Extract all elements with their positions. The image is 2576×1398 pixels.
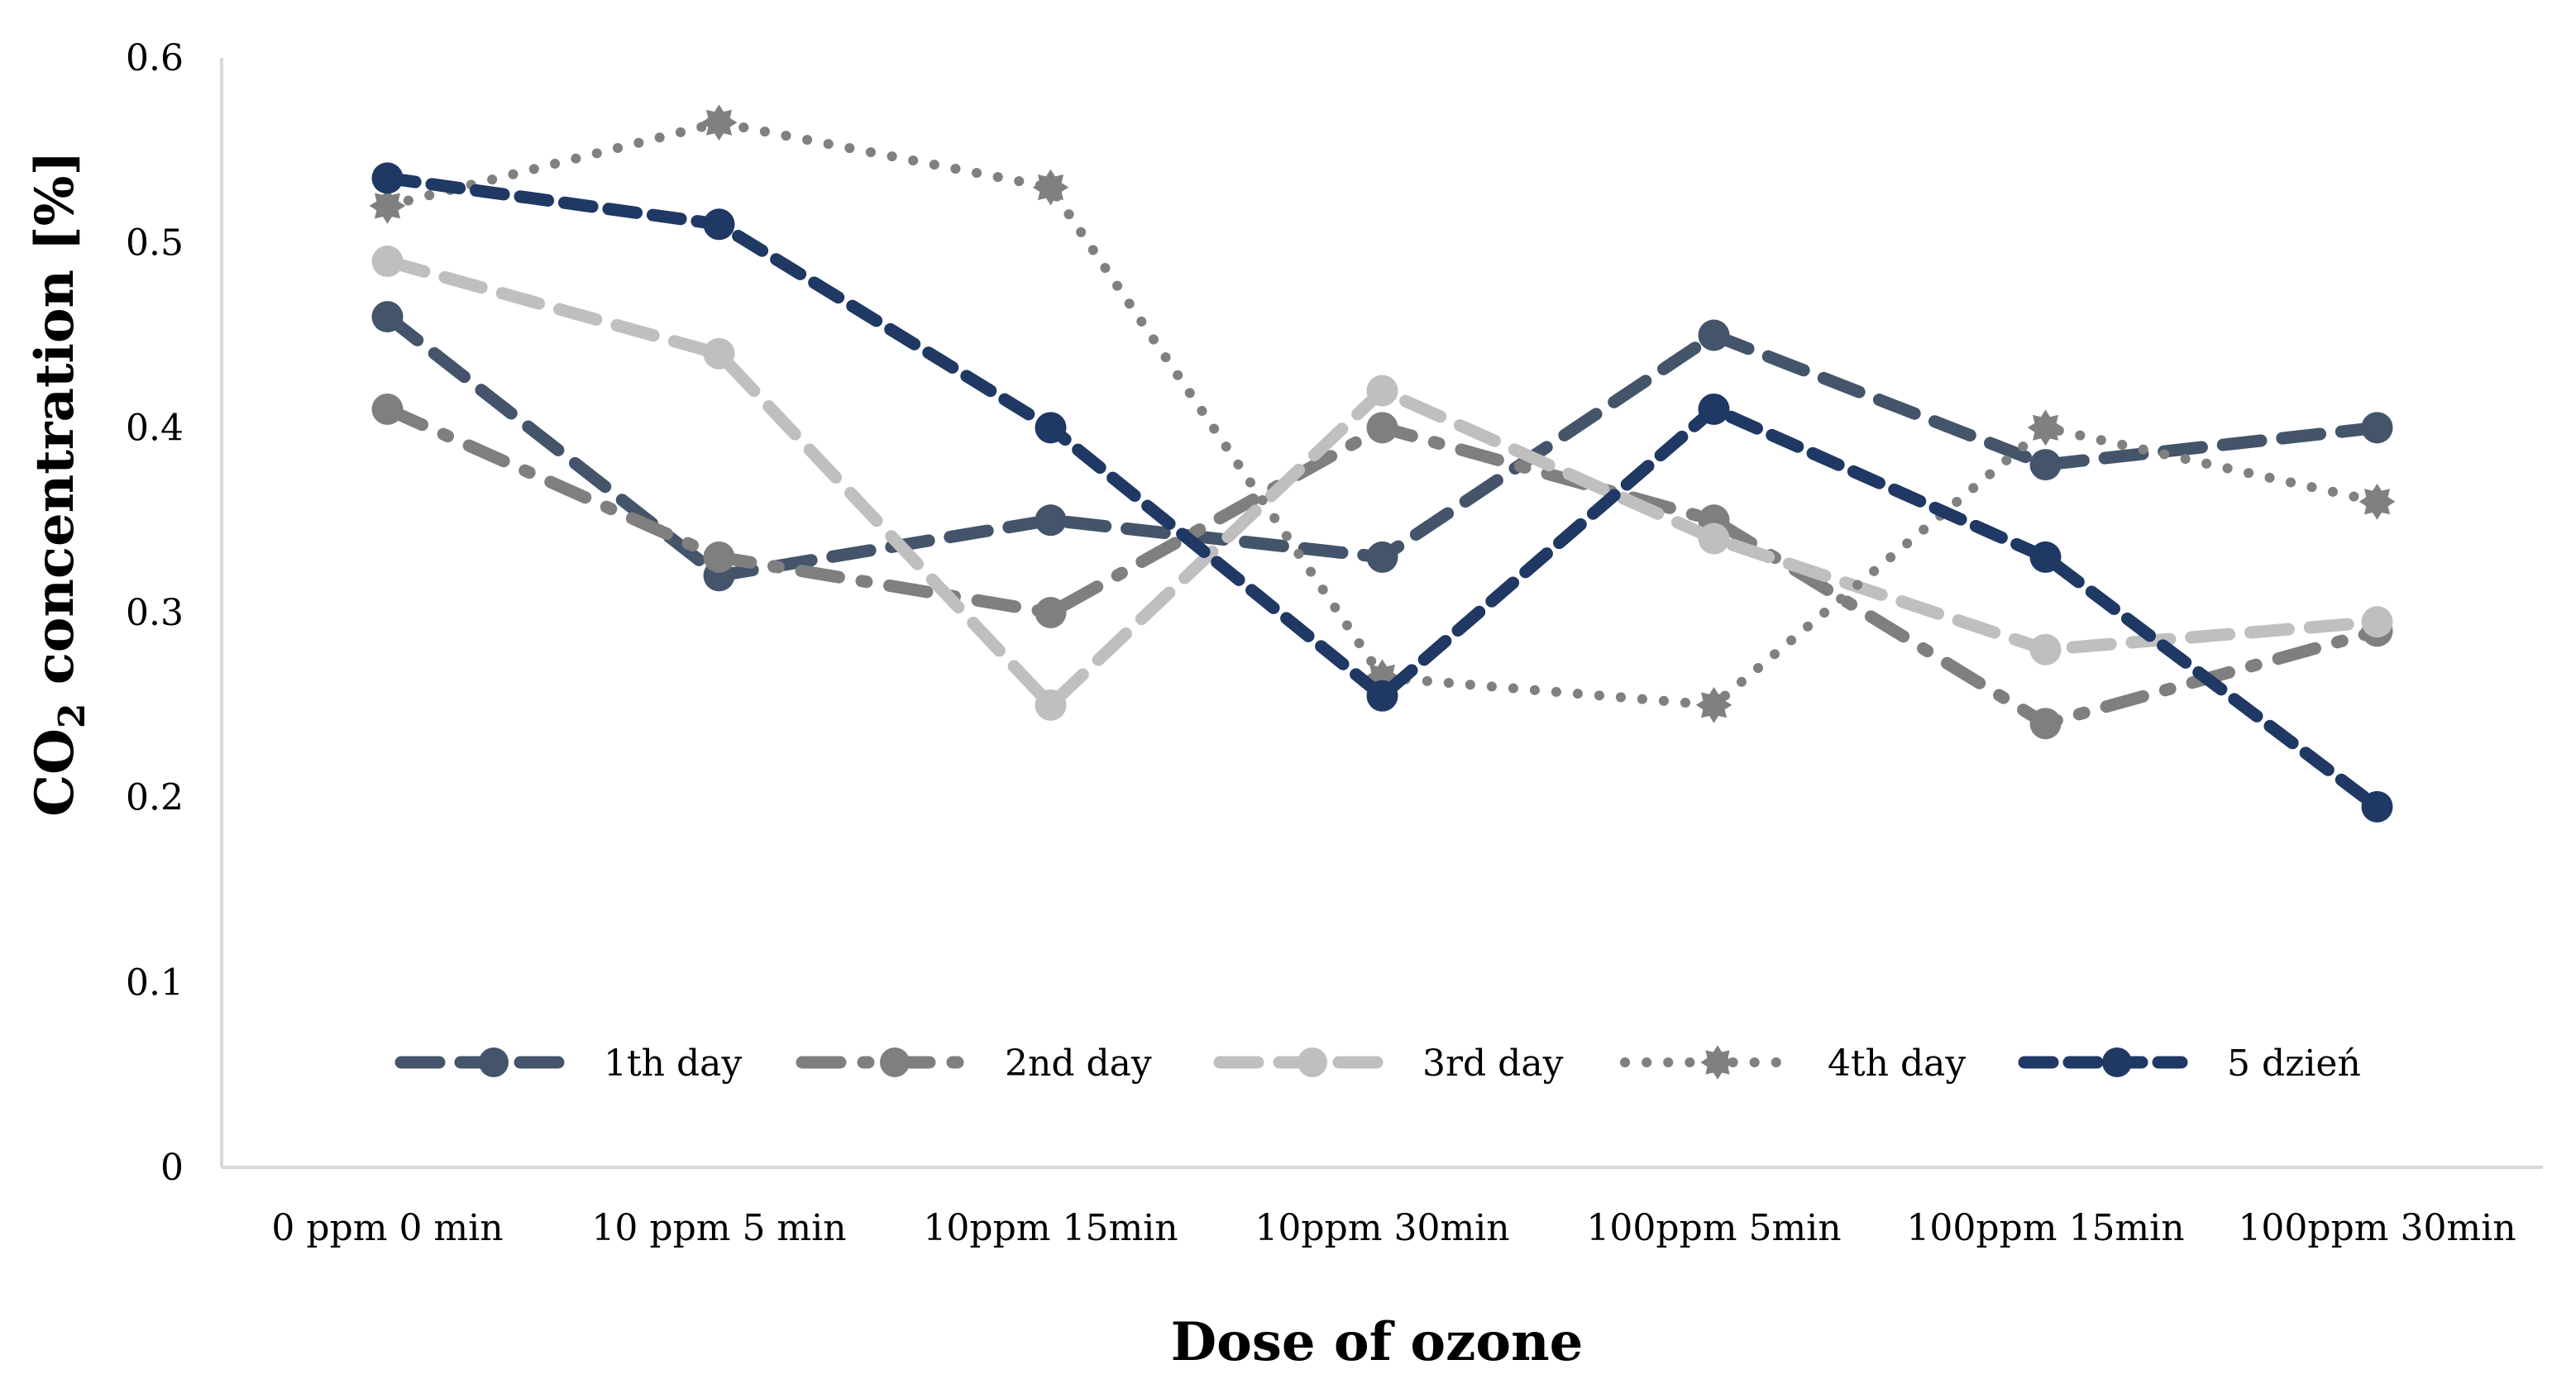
x-tick-label: 10 ppm 5 min xyxy=(591,1207,846,1249)
x-tick-label: 0 ppm 0 min xyxy=(271,1207,503,1249)
data-point xyxy=(703,208,735,241)
data-point xyxy=(2029,708,2062,740)
x-tick-label: 100ppm 30min xyxy=(2238,1207,2516,1249)
data-point xyxy=(369,188,406,224)
legend-swatch-marker xyxy=(880,1047,910,1077)
legend: 1th day 2nd day 3rd day 4th day 5 dzień xyxy=(394,1043,2361,1085)
y-tick-label: 0.3 xyxy=(126,592,184,634)
data-point xyxy=(371,301,404,333)
data-point xyxy=(2361,412,2393,444)
data-point xyxy=(1035,689,1067,721)
y-axis-title: CO2 concentration [%] xyxy=(24,150,93,817)
x-tick-label: 10ppm 30min xyxy=(1255,1207,1509,1249)
data-point xyxy=(2029,449,2062,481)
x-tick-label: 100ppm 15min xyxy=(1906,1207,2184,1249)
data-point xyxy=(1698,522,1730,555)
x-tick-label: 100ppm 5min xyxy=(1586,1207,1841,1249)
y-tick-label: 0.1 xyxy=(126,961,184,1004)
y-tick-label: 0.6 xyxy=(126,37,184,79)
legend-swatch-marker xyxy=(479,1047,509,1077)
data-point xyxy=(371,162,404,194)
y-axis-title-main: CO xyxy=(24,728,86,817)
y-tick-labels: 0 0.1 0.2 0.3 0.4 0.5 0.6 xyxy=(126,37,184,1189)
data-point xyxy=(2359,484,2396,520)
legend-swatch-marker xyxy=(1700,1045,1735,1080)
data-point xyxy=(1035,597,1067,628)
data-point xyxy=(1366,680,1398,712)
data-point xyxy=(1035,412,1067,444)
legend-item: 2nd day xyxy=(796,1043,1152,1085)
data-point xyxy=(703,541,735,573)
y-tick-label: 0.4 xyxy=(126,407,184,449)
series-lines xyxy=(369,104,2396,823)
data-point xyxy=(2029,633,2062,666)
axes xyxy=(220,58,2543,1169)
data-point xyxy=(1698,319,1730,351)
data-point xyxy=(2361,790,2393,823)
legend-item: 1th day xyxy=(394,1043,742,1085)
data-point xyxy=(371,246,404,278)
y-tick-label: 0 xyxy=(160,1147,184,1189)
data-point xyxy=(1695,687,1732,723)
data-point xyxy=(1366,541,1398,573)
legend-label: 5 dzień xyxy=(2227,1043,2361,1085)
y-axis-title-subscript: 2 xyxy=(51,703,93,728)
x-tick-labels: 0 ppm 0 min 10 ppm 5 min 10ppm 15min 10ppm … xyxy=(271,1207,2516,1249)
data-point xyxy=(1032,169,1069,206)
data-point xyxy=(2027,409,2064,446)
series-line xyxy=(381,310,2383,582)
legend-swatch-marker xyxy=(2102,1047,2132,1077)
series-3 xyxy=(371,246,2393,721)
data-point xyxy=(2029,541,2062,573)
y-tick-label: 0.5 xyxy=(126,222,184,265)
legend-item: 5 dzień xyxy=(2018,1043,2361,1085)
data-point xyxy=(1698,393,1730,425)
legend-label: 4th day xyxy=(1828,1043,1966,1085)
legend-swatch-marker xyxy=(1298,1047,1327,1077)
x-axis-title: Dose of ozone xyxy=(1171,1311,1584,1373)
series-5 xyxy=(371,162,2393,823)
data-point xyxy=(703,337,735,370)
data-point xyxy=(371,393,404,425)
y-axis-title-rest: concentration [%] xyxy=(24,150,86,703)
legend-label: 3rd day xyxy=(1422,1043,1564,1085)
data-point xyxy=(700,104,738,141)
y-tick-label: 0.2 xyxy=(126,777,184,819)
legend-item: 3rd day xyxy=(1213,1043,1564,1085)
series-line xyxy=(381,255,2383,712)
data-point xyxy=(2361,606,2393,638)
data-point xyxy=(1366,412,1398,444)
data-point xyxy=(1366,375,1398,407)
data-point xyxy=(1035,504,1067,537)
legend-label: 1th day xyxy=(604,1043,742,1085)
series-4 xyxy=(369,104,2396,723)
legend-label: 2nd day xyxy=(1005,1043,1152,1085)
legend-item: 4th day xyxy=(1620,1043,1966,1085)
x-tick-label: 10ppm 15min xyxy=(923,1207,1178,1249)
